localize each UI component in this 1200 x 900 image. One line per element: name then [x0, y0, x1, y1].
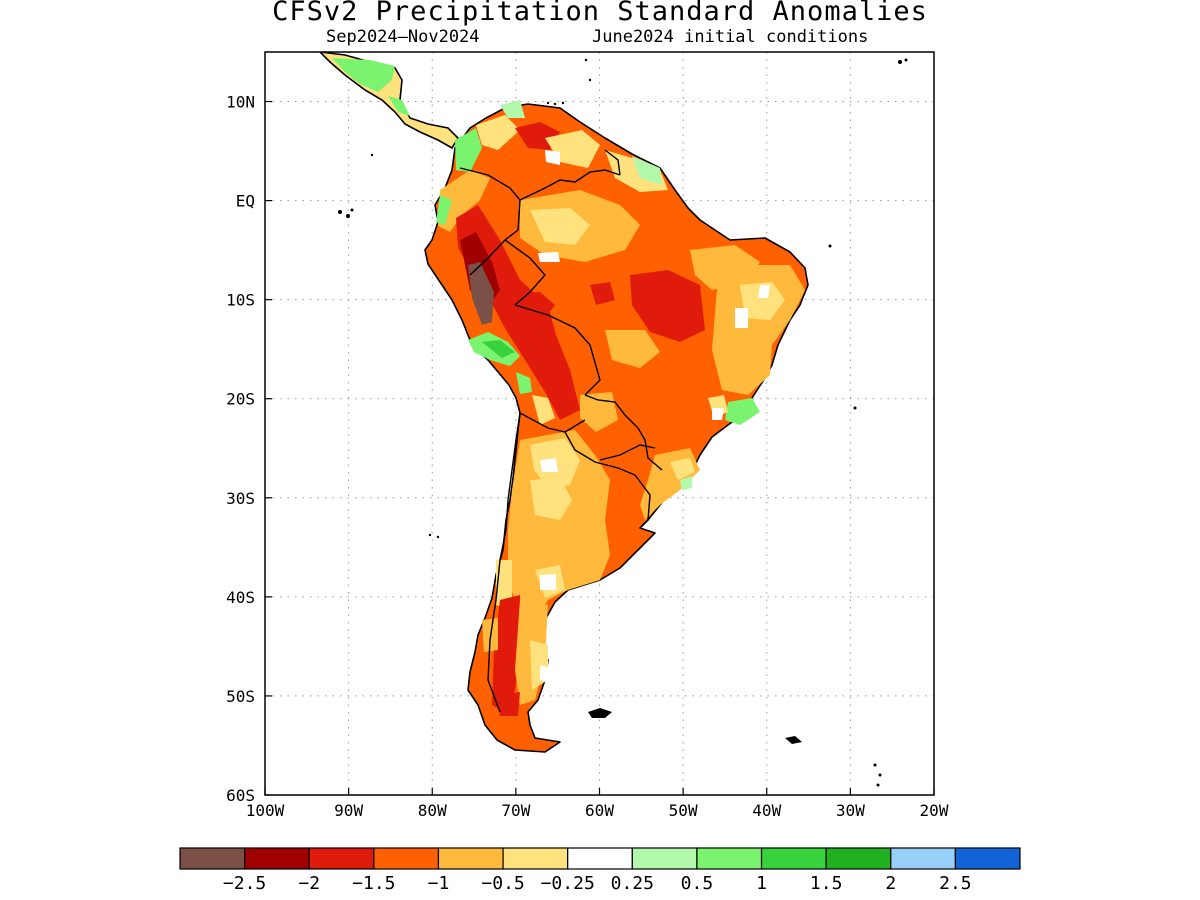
legend-swatch — [825, 847, 892, 870]
y-tick-label: 60S — [226, 786, 255, 805]
y-tick-label: 40S — [226, 588, 255, 607]
legend-swatch — [373, 847, 440, 870]
y-tick-label: 10N — [226, 93, 255, 112]
forecast-period: Sep2024–Nov2024 — [326, 27, 480, 47]
legend-swatch — [437, 847, 504, 870]
anomaly-field — [332, 58, 805, 716]
islands — [338, 58, 908, 787]
legend-swatch — [502, 847, 569, 870]
country-borders — [459, 149, 663, 713]
legend-swatch — [631, 847, 698, 870]
legend-label: −1 — [428, 873, 450, 894]
legend-label: −2.5 — [223, 873, 266, 894]
y-tick-label: 20S — [226, 390, 255, 409]
x-tick-label: 30W — [836, 801, 865, 820]
legend-label: −0.25 — [541, 873, 595, 894]
legend-label: 1 — [756, 873, 767, 894]
x-tick-label: 100W — [246, 801, 285, 820]
longitude-axis: 100W 90W 80W 70W 60W 50W 40W 30W 20W — [246, 788, 949, 820]
y-tick-label: EQ — [236, 192, 255, 211]
legend-label: 0.25 — [611, 873, 654, 894]
x-tick-label: 20W — [920, 801, 949, 820]
legend-swatch — [179, 847, 246, 870]
legend-swatch — [696, 847, 763, 870]
legend-swatch — [890, 847, 956, 870]
color-legend: −2.5 −2 −1.5 −1 −0.5 −0.25 0.25 0.5 1 1.5 2 2.5 — [179, 847, 1021, 894]
legend-label: −1.5 — [352, 873, 395, 894]
x-tick-label: 60W — [585, 801, 614, 820]
x-tick-label: 80W — [418, 801, 447, 820]
legend-label: 1.5 — [810, 873, 843, 894]
south-america-landmass — [424, 103, 809, 753]
x-tick-label: 70W — [501, 801, 530, 820]
y-tick-label: 50S — [226, 687, 255, 706]
chart-title: CFSv2 Precipitation Standard Anomalies — [272, 0, 928, 27]
legend-swatch — [244, 847, 310, 870]
legend-label: −2 — [298, 873, 320, 894]
initial-conditions: June2024 initial conditions — [592, 27, 869, 47]
latitude-axis: 10N EQ 10S 20S 30S 40S 50S 60S — [226, 93, 272, 805]
x-tick-label: 50W — [669, 801, 698, 820]
y-tick-label: 10S — [226, 291, 255, 310]
legend-swatch — [308, 847, 375, 870]
legend-label: 0.5 — [681, 873, 714, 894]
legend-swatch — [760, 847, 827, 870]
legend-swatch — [567, 847, 633, 870]
y-tick-label: 30S — [226, 489, 255, 508]
x-tick-label: 90W — [334, 801, 363, 820]
legend-label: 2 — [885, 873, 896, 894]
legend-label: −0.5 — [481, 873, 524, 894]
map-content — [318, 52, 908, 787]
legend-label: 2.5 — [939, 873, 972, 894]
legend-swatch — [954, 847, 1021, 870]
x-tick-label: 40W — [752, 801, 781, 820]
